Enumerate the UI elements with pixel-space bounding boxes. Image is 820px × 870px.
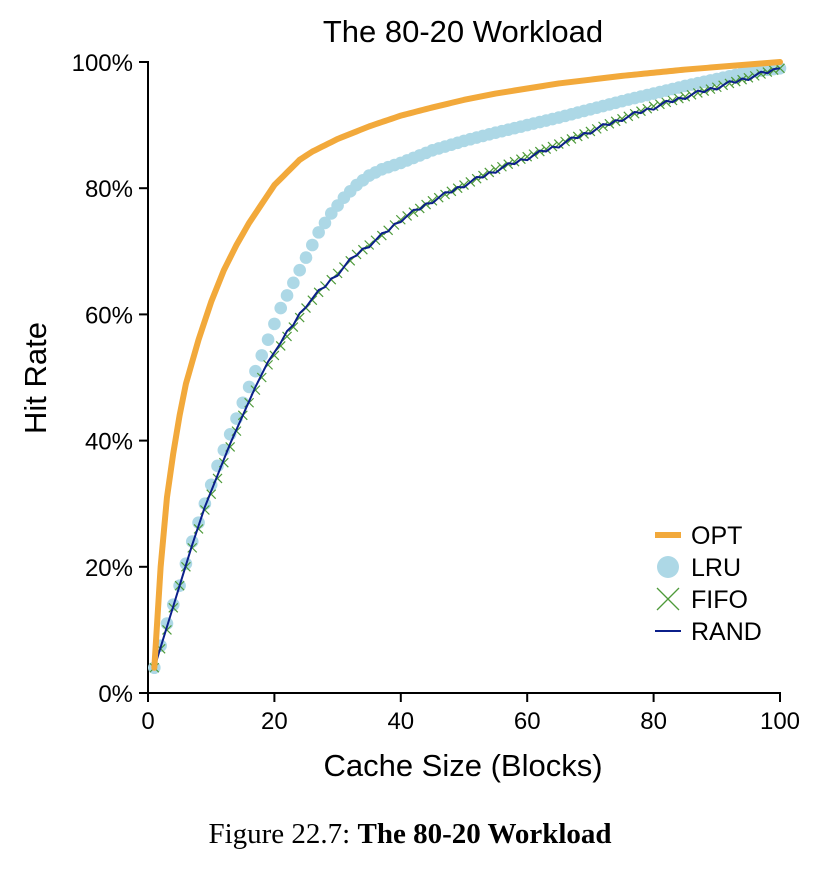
x-axis-label: Cache Size (Blocks)	[323, 748, 602, 783]
legend-label-opt: OPT	[691, 522, 742, 550]
rand-line	[153, 67, 781, 669]
fifo-point	[471, 173, 482, 184]
axes: 0 20 40 60 80 100 0% 20% 40% 60% 80% 100%	[72, 50, 800, 735]
legend-label-fifo: FIFO	[691, 586, 748, 614]
legend-swatch-lru	[657, 556, 679, 578]
lru-point	[280, 289, 294, 302]
lru-point	[318, 216, 332, 230]
fifo-point	[598, 121, 608, 132]
legend-item-fifo: FIFO	[656, 586, 748, 614]
fifo-point	[711, 82, 722, 93]
fifo-point	[636, 106, 646, 117]
fifo-point	[680, 91, 691, 102]
lru-point	[242, 380, 256, 394]
lru-point	[268, 317, 281, 331]
fifo-point	[585, 126, 596, 137]
x-tick-label: 20	[261, 708, 288, 735]
fifo-point	[572, 131, 583, 142]
fifo-point	[629, 108, 640, 119]
y-tick-label: 60%	[85, 302, 133, 329]
figure-caption: Figure 22.7: The 80-20 Workload	[0, 818, 820, 851]
fifo-point	[541, 144, 552, 155]
fifo-point	[756, 69, 766, 79]
fifo-point	[743, 72, 754, 83]
x-tick-label: 0	[141, 708, 154, 735]
fifo-point	[692, 87, 703, 98]
fifo-point	[288, 322, 299, 332]
fifo-point	[724, 78, 735, 89]
caption-title: The 80-20 Workload	[357, 818, 612, 850]
lru-point	[312, 226, 325, 239]
lru-point	[293, 263, 306, 277]
legend-item-rand: RAND	[655, 618, 762, 646]
lru-point	[274, 301, 288, 315]
fifo-point	[478, 170, 488, 181]
fifo-point	[667, 95, 678, 106]
series-lru	[148, 62, 787, 675]
lru-point	[255, 349, 269, 362]
y-tick-label: 0%	[98, 681, 133, 708]
lru-point	[261, 333, 275, 346]
legend-label-lru: LRU	[691, 554, 741, 582]
chart-plot: The 80-20 Workload 0 20 40 60 80 100 0% 20% 40% 6…	[18, 14, 800, 783]
data-series	[148, 59, 787, 675]
y-tick-label: 100%	[72, 50, 133, 77]
caption-label: Figure 22.7:	[208, 818, 351, 850]
fifo-point	[566, 134, 577, 144]
fifo-point	[282, 331, 292, 342]
opt-line	[151, 59, 783, 671]
legend-item-lru: LRU	[657, 554, 741, 582]
series-fifo	[149, 63, 785, 673]
fifo-point	[661, 97, 672, 108]
y-tick-label: 40%	[85, 429, 133, 456]
lru-point	[306, 238, 319, 252]
legend-label-rand: RAND	[691, 618, 762, 646]
chart-title: The 80-20 Workload	[323, 14, 603, 49]
y-tick-label: 20%	[85, 555, 133, 582]
legend-swatch-fifo	[656, 587, 680, 611]
x-tick-label: 60	[514, 708, 541, 735]
lru-point	[299, 251, 313, 264]
fifo-point	[509, 156, 520, 167]
x-tick-label: 80	[640, 708, 667, 735]
lru-point	[287, 276, 300, 290]
y-axis-label: Hit Rate	[18, 322, 53, 434]
legend-item-opt: OPT	[655, 522, 742, 550]
x-tick-label: 40	[387, 708, 414, 735]
y-tick-label: 80%	[85, 176, 133, 203]
legend: OPT LRU FIFO RAND	[655, 522, 762, 646]
x-tick-label: 100	[760, 708, 800, 735]
fifo-point	[617, 113, 627, 124]
